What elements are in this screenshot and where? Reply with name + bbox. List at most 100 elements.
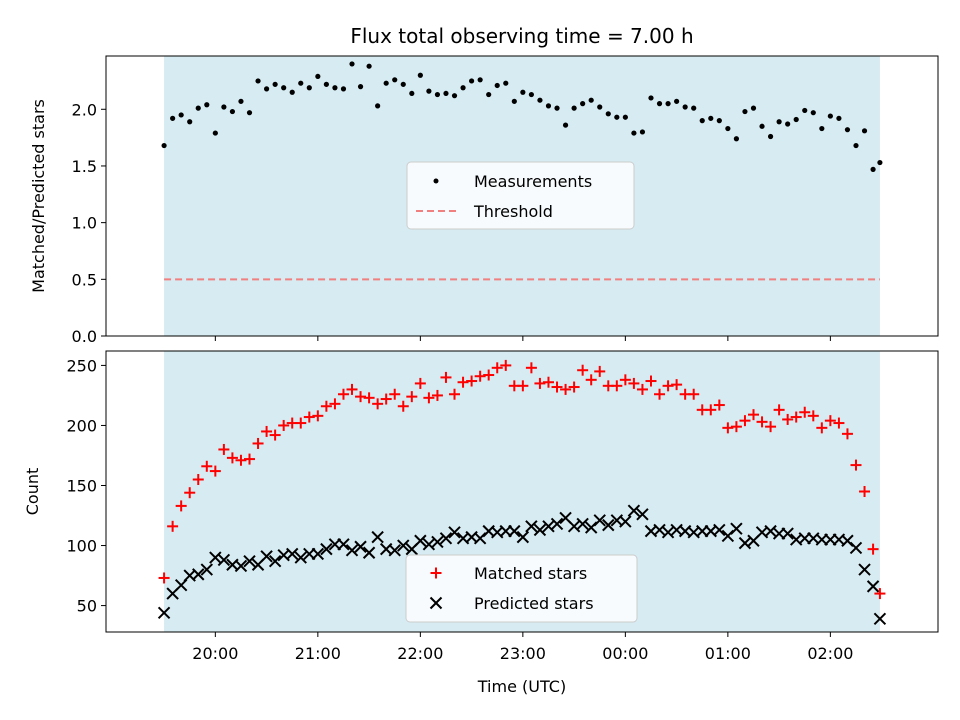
predicted-star-point	[286, 547, 299, 561]
measurement-point	[306, 85, 312, 91]
predicted-star-point	[533, 523, 547, 537]
measurement-point	[375, 103, 381, 109]
legend-measurements-marker	[433, 178, 439, 184]
bottom-y-axis-label: Count	[23, 468, 42, 516]
matched-star-point	[303, 411, 315, 423]
measurement-point	[383, 80, 389, 86]
measurement-point	[793, 116, 799, 123]
matched-star-point	[859, 486, 871, 497]
matched-star-point	[850, 459, 862, 471]
measurement-point	[469, 78, 475, 84]
matched-star-point	[534, 377, 546, 389]
top-panel-frame	[105, 55, 939, 337]
measurement-point	[178, 112, 184, 118]
predicted-stars-points	[157, 504, 887, 625]
predicted-star-point	[414, 534, 427, 547]
measurement-point	[853, 142, 859, 149]
matched-star-point	[824, 415, 836, 427]
legend-predicted-marker	[429, 596, 443, 610]
predicted-star-point	[448, 526, 461, 539]
matched-star-point	[491, 362, 503, 374]
measurement-point	[229, 108, 236, 115]
predicted-star-point	[362, 546, 376, 559]
measurement-point	[477, 77, 483, 83]
measurement-point	[451, 93, 458, 99]
bottom-panel-frame	[105, 350, 939, 633]
matched-star-point	[816, 422, 828, 434]
y-tick-label: 2.0	[72, 100, 97, 119]
matched-star-point	[355, 391, 367, 403]
matched-star-point	[423, 392, 435, 404]
measurement-points	[161, 61, 883, 172]
measurement-point	[605, 111, 611, 117]
measurement-point	[204, 102, 210, 108]
predicted-star-point	[439, 532, 453, 545]
predicted-star-point	[576, 517, 589, 531]
x-tick-label: 22:00	[397, 644, 443, 663]
matched-star-point	[867, 543, 879, 555]
matched-star-point	[320, 400, 332, 412]
measurement-point	[212, 130, 218, 136]
measurement-point	[571, 105, 577, 111]
legend-matched-label: Matched stars	[474, 564, 587, 583]
top-y-axis-label: Matched/Predicted stars	[29, 99, 48, 293]
measurement-point	[443, 90, 449, 97]
predicted-star-point	[337, 538, 350, 551]
matched-star-point	[380, 393, 392, 405]
matched-star-point	[158, 572, 170, 584]
matched-star-point	[312, 410, 324, 422]
matched-star-point	[483, 369, 495, 381]
measurement-point	[750, 105, 757, 111]
predicted-star-point	[593, 514, 606, 527]
measurement-point	[263, 86, 270, 92]
predicted-star-point	[619, 515, 632, 528]
top-legend-box	[406, 161, 635, 230]
matched-star-point	[551, 381, 563, 393]
measurement-point	[170, 115, 176, 121]
measurement-point	[537, 97, 543, 103]
predicted-star-point	[873, 612, 887, 625]
matched-star-point	[363, 392, 375, 404]
y-tick-label: 250	[66, 356, 97, 375]
predicted-star-point	[294, 551, 307, 564]
measurement-point	[836, 115, 842, 121]
measurement-point	[861, 128, 868, 134]
measurement-point	[622, 114, 628, 120]
matched-star-point	[722, 422, 734, 434]
measurement-point	[877, 159, 883, 166]
measurement-point	[161, 142, 167, 149]
measurement-point	[528, 91, 534, 98]
measurement-point	[588, 97, 594, 103]
measurement-point	[281, 85, 287, 91]
predicted-star-point	[431, 535, 444, 549]
measurement-point	[665, 101, 671, 107]
measurement-point	[844, 127, 851, 133]
measurement-point	[545, 103, 552, 109]
bottom-legend: Matched stars Predicted stars	[405, 554, 638, 623]
matched-star-point	[765, 421, 777, 433]
top-y-ticks: 0.0 0.5 1.0 1.5 2.0	[72, 100, 106, 346]
measurement-point	[554, 105, 560, 111]
measurement-point	[246, 110, 253, 116]
matched-star-point	[585, 374, 597, 386]
matched-star-point	[269, 429, 281, 441]
measurement-point	[776, 119, 782, 125]
matched-star-point	[167, 520, 179, 532]
y-tick-label: 100	[66, 537, 97, 556]
bottom-legend-box	[405, 554, 638, 623]
matched-star-point	[500, 359, 512, 371]
measurement-point	[357, 84, 364, 90]
measurement-point	[682, 104, 688, 110]
measurement-point	[699, 118, 705, 124]
matched-star-point	[184, 487, 196, 499]
matched-star-point	[568, 381, 580, 393]
measurement-point	[562, 122, 569, 128]
predicted-star-point	[217, 553, 231, 567]
matched-star-point	[560, 383, 572, 395]
matched-star-point	[628, 377, 640, 389]
predicted-star-point	[602, 518, 615, 532]
measurement-point	[785, 121, 791, 127]
y-tick-label: 200	[66, 416, 97, 435]
predicted-star-point	[713, 523, 726, 537]
measurement-point	[195, 105, 201, 111]
